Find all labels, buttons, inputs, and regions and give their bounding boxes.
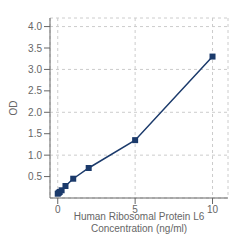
svg-text:5: 5 — [132, 204, 138, 215]
svg-text:2.5: 2.5 — [28, 85, 42, 96]
svg-text:2.0: 2.0 — [28, 107, 42, 118]
svg-text:0.5: 0.5 — [28, 171, 42, 182]
svg-text:0: 0 — [55, 204, 61, 215]
svg-text:OD: OD — [8, 101, 19, 116]
svg-text:10: 10 — [207, 204, 219, 215]
svg-text:Human Ribosomal Protein L6Conc: Human Ribosomal Protein L6Concentration … — [74, 211, 205, 234]
svg-text:3.5: 3.5 — [28, 43, 42, 54]
svg-text:1.5: 1.5 — [28, 128, 42, 139]
svg-text:4.0: 4.0 — [28, 21, 42, 32]
svg-text:3.0: 3.0 — [28, 64, 42, 75]
svg-text:1.0: 1.0 — [28, 150, 42, 161]
